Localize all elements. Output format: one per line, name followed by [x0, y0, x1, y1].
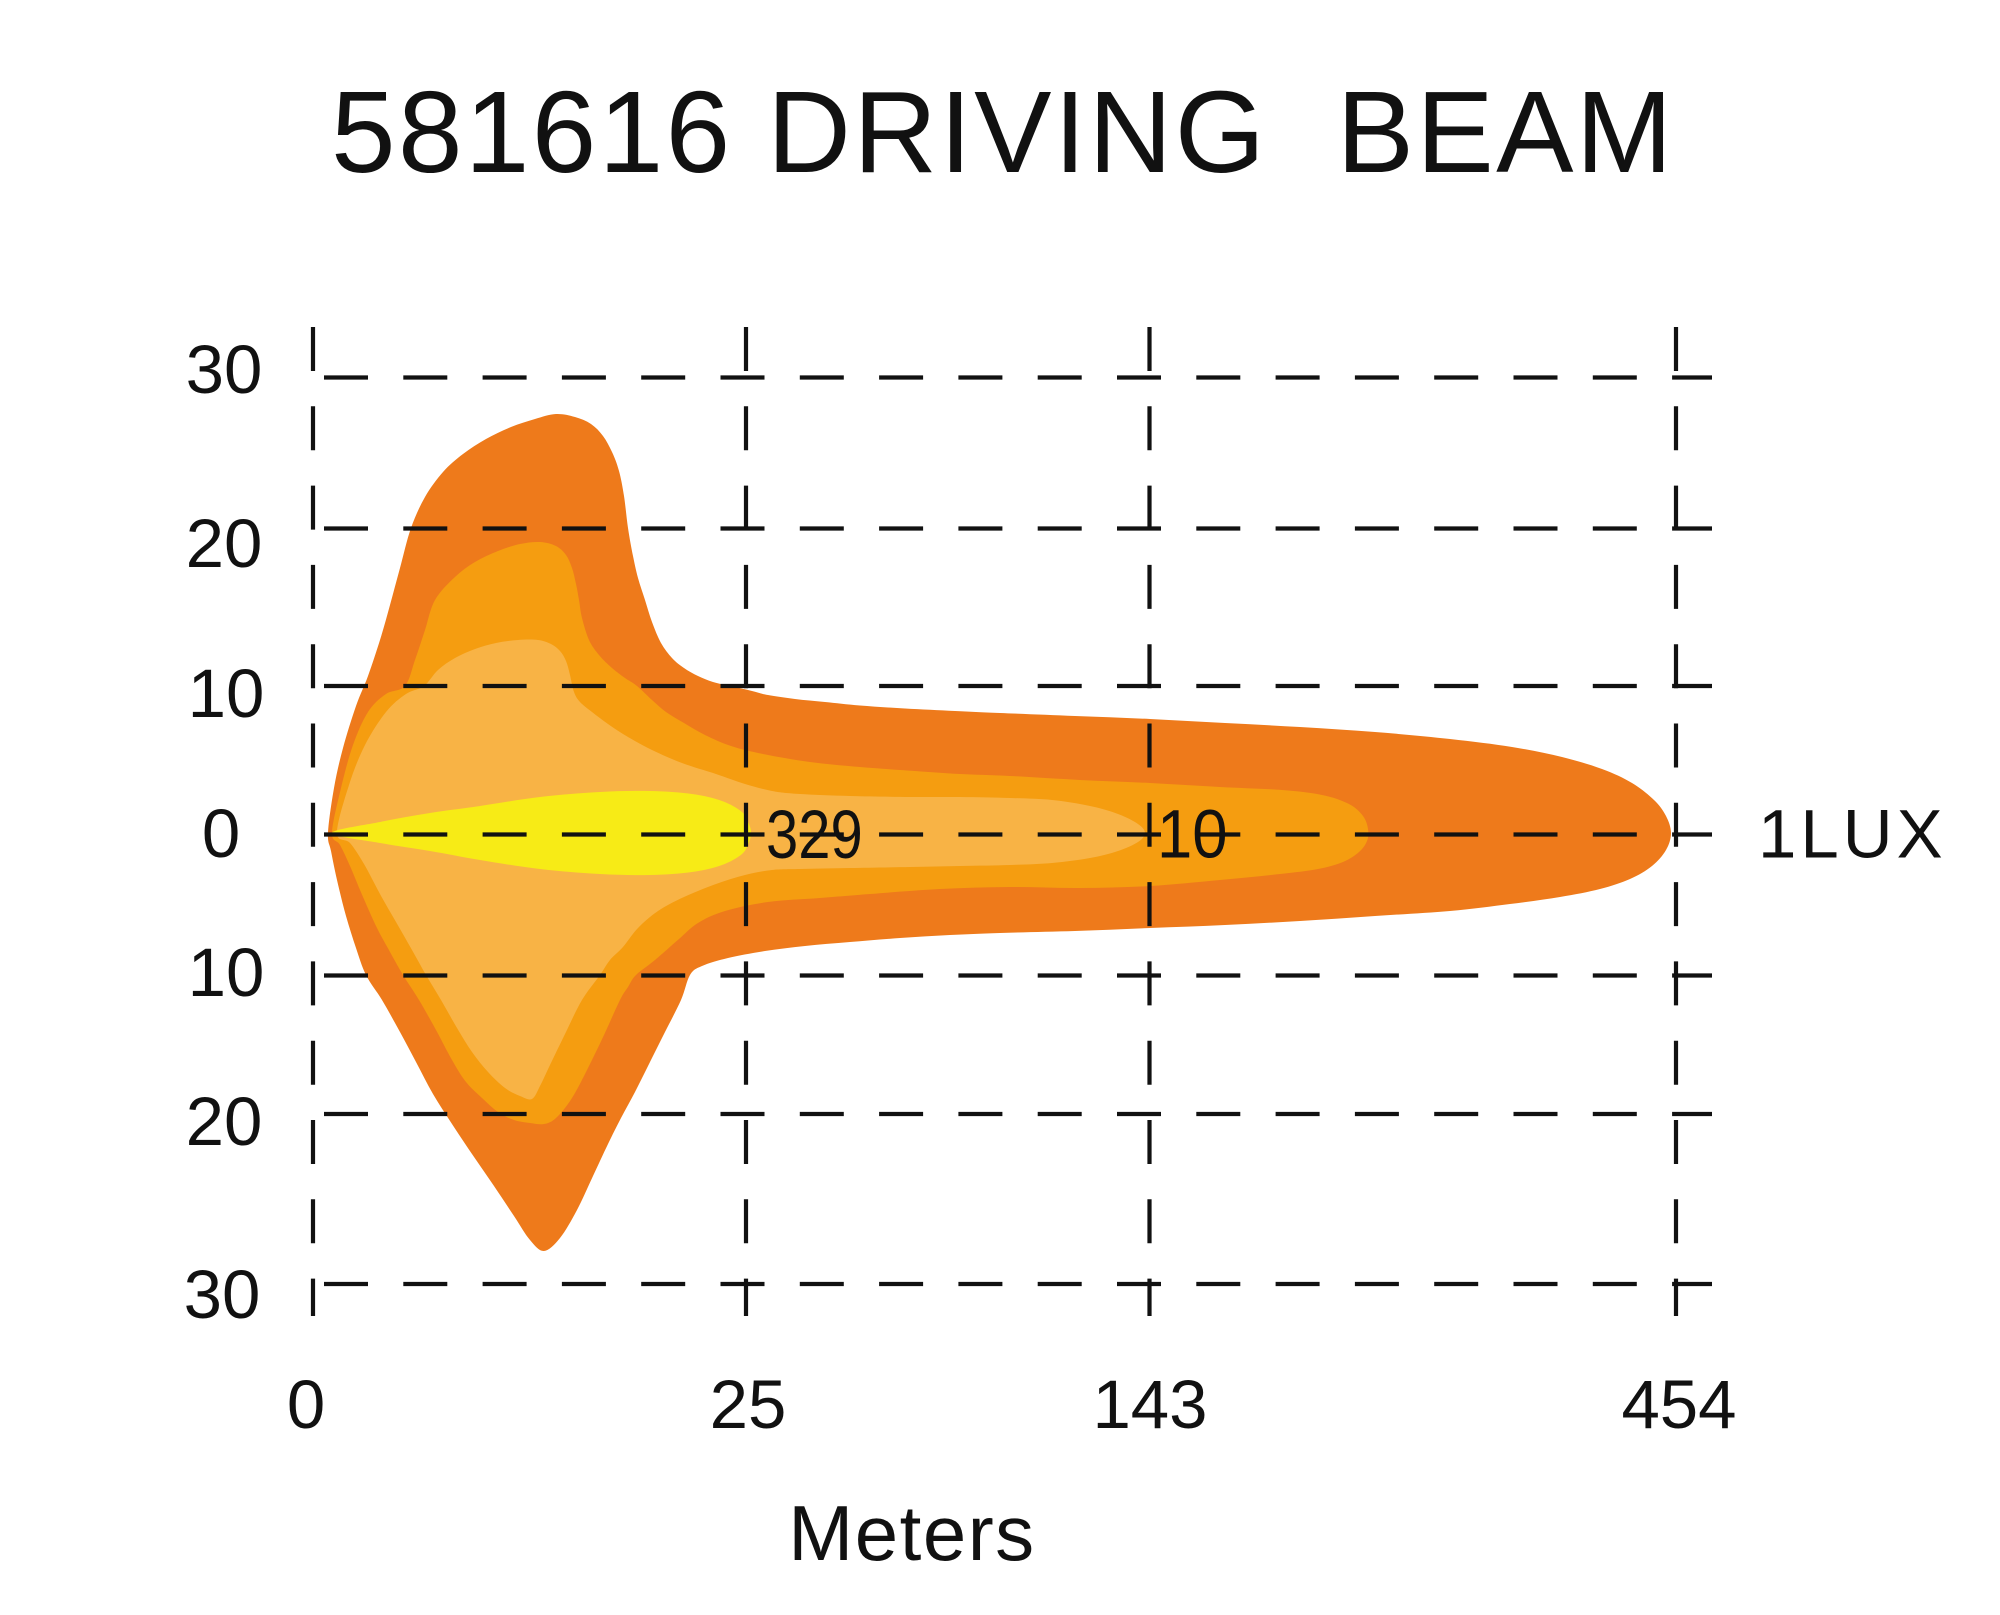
svg-text:10: 10 [188, 934, 265, 1011]
svg-text:143: 143 [1092, 1366, 1207, 1443]
svg-text:20: 20 [186, 505, 263, 582]
svg-text:30: 30 [184, 1256, 261, 1333]
svg-text:30: 30 [186, 331, 263, 408]
svg-text:1LUX: 1LUX [1758, 796, 1947, 873]
svg-text:10: 10 [1157, 796, 1228, 873]
svg-text:581616 DRIVING BEAM: 581616 DRIVING BEAM [331, 67, 1675, 197]
svg-text:Meters: Meters [788, 1489, 1035, 1577]
svg-text:0: 0 [202, 795, 240, 872]
svg-text:0: 0 [287, 1366, 325, 1443]
svg-text:25: 25 [710, 1366, 787, 1443]
svg-text:329: 329 [766, 795, 863, 873]
svg-text:10: 10 [188, 655, 265, 732]
svg-text:454: 454 [1621, 1366, 1736, 1443]
svg-text:20: 20 [186, 1083, 263, 1160]
